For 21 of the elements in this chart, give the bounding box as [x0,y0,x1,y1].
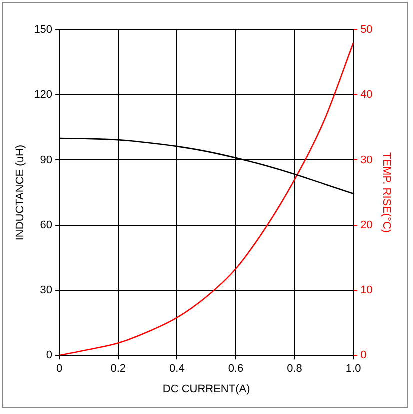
x-tick-label: 0.2 [110,363,126,376]
y-tick-label: 150 [34,24,53,36]
y2-tick-label: 10 [360,284,373,297]
x-tick-label: 0.4 [170,363,185,376]
y-axis-title: INDUCTANCE (uH) [14,144,27,241]
y-tick-label: 30 [40,284,53,297]
x-axis-title: DC CURRENT(A) [162,383,250,396]
y-tick-label: 90 [40,154,53,166]
y2-tick-label: 30 [360,154,373,166]
x-tick-label: 0.8 [287,363,302,376]
x-tick-label: 1.0 [346,363,362,376]
y2-tick-label: 20 [360,219,373,232]
x-tick-label: 0.6 [228,363,244,376]
y2-axis-title: TEMP. RISE(°C) [380,152,392,234]
y-tick-label: 120 [34,89,53,102]
y2-tick-label: 50 [360,24,373,36]
y-tick-label: 0 [46,350,53,362]
x-tick-label: 0 [56,363,63,376]
y2-tick-label: 40 [360,89,373,102]
y2-tick-label: 0 [360,350,367,362]
y-tick-label: 60 [40,219,53,232]
